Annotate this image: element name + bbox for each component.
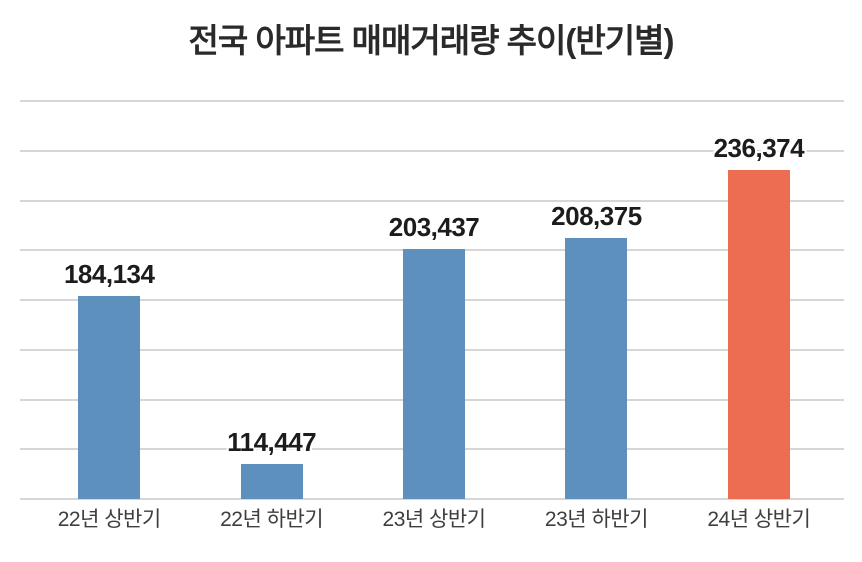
bar-column: 114,447 22년 하반기 xyxy=(190,101,352,530)
bar xyxy=(78,296,141,499)
chart-title: 전국 아파트 매매거래량 추이(반기별) xyxy=(188,22,675,59)
value-label: 203,437 xyxy=(388,212,480,242)
gridline xyxy=(20,199,844,202)
bar xyxy=(240,464,303,499)
x-axis-label: 22년 하반기 xyxy=(220,508,324,531)
bar xyxy=(565,238,628,499)
value-label: 236,374 xyxy=(713,133,805,163)
plot-area: 184,134 22년 상반기 114,447 22년 하반기 203,437 23년 상… xyxy=(20,100,844,530)
bar-column: 236,374 24년 상반기 xyxy=(678,101,840,530)
bar-column: 203,437 23년 상반기 xyxy=(353,101,515,530)
x-axis-label: 23년 하반기 xyxy=(544,508,648,531)
value-label: 114,447 xyxy=(227,427,317,457)
bar-columns: 184,134 22년 상반기 114,447 22년 하반기 203,437 23년 상… xyxy=(28,101,840,530)
gridline xyxy=(20,100,844,102)
gridline xyxy=(20,498,844,500)
bar-column: 208,375 23년 하반기 xyxy=(515,101,677,530)
bar-highlighted xyxy=(727,170,790,499)
x-axis-label: 24년 상반기 xyxy=(707,508,811,531)
gridline xyxy=(20,149,844,152)
value-label: 208,375 xyxy=(551,201,642,231)
x-axis-label: 23년 상반기 xyxy=(382,508,486,531)
bar xyxy=(403,249,466,499)
value-label: 184,134 xyxy=(63,259,155,289)
x-axis-label: 22년 상반기 xyxy=(57,508,161,531)
bar-column: 184,134 22년 상반기 xyxy=(28,101,190,530)
